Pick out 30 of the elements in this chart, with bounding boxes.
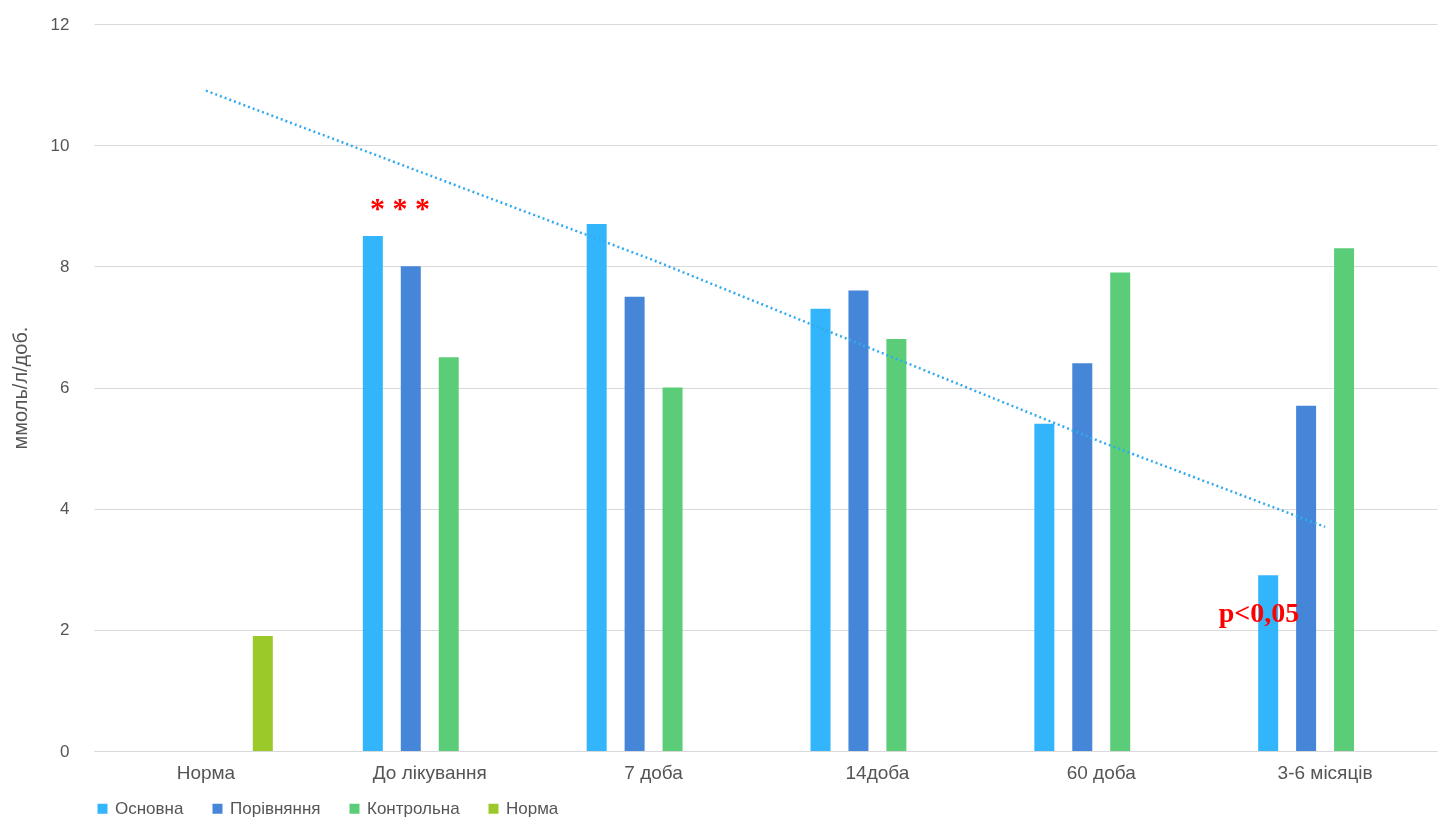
bar [1334, 248, 1355, 751]
legend-label: Норма [506, 798, 559, 818]
y-tick-label: 0 [60, 741, 70, 761]
y-tick-label: 6 [60, 378, 70, 397]
y-tick-label: 8 [60, 256, 70, 276]
y-tick-label: 2 [60, 620, 70, 640]
bar [1072, 363, 1093, 751]
bar [886, 339, 907, 751]
y-tick-label: 4 [60, 499, 70, 519]
y-tick-label: 10 [50, 135, 70, 155]
bar [438, 357, 459, 751]
bar [400, 266, 421, 751]
x-tick-label: 14доба [845, 761, 910, 783]
bar [624, 296, 645, 751]
y-tick-label: 12 [50, 14, 70, 34]
bar [662, 387, 683, 751]
y-axis-title: ммоль/л/доб. [8, 326, 31, 450]
bar [362, 236, 383, 751]
x-tick-label: 3-6 місяців [1277, 761, 1373, 783]
annotation: * * * [370, 191, 430, 224]
x-tick-label: 60 доба [1066, 761, 1137, 783]
bar [848, 290, 869, 751]
legend-label: Порівняння [230, 798, 321, 818]
x-tick-label: До лікування [372, 761, 487, 783]
x-tick-label: Норма [176, 761, 236, 783]
legend-label: Основна [115, 798, 184, 818]
legend-label: Контрольна [367, 798, 461, 818]
bar [1110, 272, 1131, 751]
bar [252, 635, 273, 751]
x-tick-label: 7 доба [624, 761, 684, 783]
